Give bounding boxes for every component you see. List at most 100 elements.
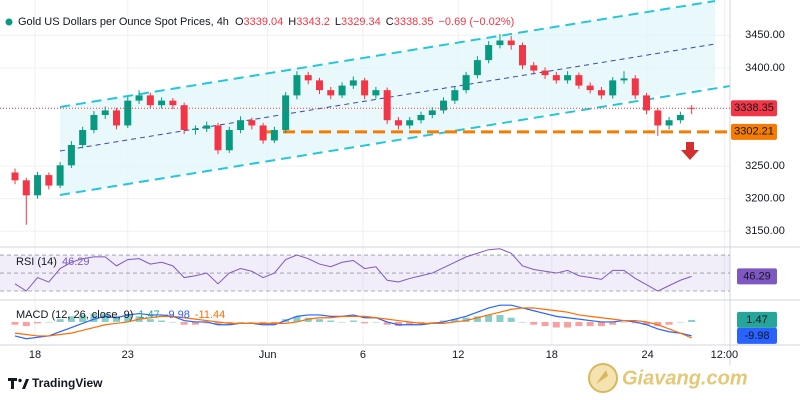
candle-body — [225, 130, 233, 151]
candle-body — [180, 105, 188, 131]
macd-histogram-bar — [270, 321, 278, 324]
ohlc-value: 3343.2 — [296, 16, 330, 28]
macd-line — [14, 304, 692, 340]
macd-histogram-bar — [394, 321, 402, 327]
macd-histogram-bar — [225, 321, 233, 324]
candle-body — [237, 120, 245, 131]
rsi-line — [14, 248, 692, 292]
candle-body — [394, 120, 402, 126]
rsi-legend: RSI (14) 46.29 — [16, 256, 90, 268]
header: Gold US Dollars per Ounce Spot Prices, 4… — [18, 16, 514, 28]
macd-histogram-bar — [507, 317, 515, 322]
ohlc-value: 3339.04 — [244, 16, 284, 28]
macd-histogram-bar — [338, 321, 346, 323]
macd-histogram-bar — [586, 321, 594, 327]
macd-histogram-bar — [428, 321, 436, 323]
status-dot — [5, 18, 13, 26]
candle-body — [169, 100, 177, 106]
candle-body — [496, 40, 504, 46]
macd-histogram-bar — [315, 319, 323, 322]
channel-upper — [59, 0, 716, 108]
macd-histogram-bar — [676, 321, 684, 323]
candle-body — [440, 100, 448, 111]
signal-value: -11.44 — [195, 309, 225, 321]
macd-histogram-bar — [248, 321, 256, 323]
x-tick-label: 24 — [642, 349, 654, 361]
y-tick-label: 3400.00 — [745, 62, 785, 74]
macd-histogram-bar — [22, 321, 30, 327]
candle-body — [688, 107, 696, 109]
candle-body — [56, 165, 64, 186]
macd-histogram-bar — [654, 321, 662, 327]
candle-body — [259, 125, 267, 141]
macd-histogram-bar — [643, 321, 651, 325]
macd-histogram-bar — [541, 321, 549, 327]
candle-body — [552, 75, 560, 81]
macd-label: MACD (12, 26, close, 9) — [16, 309, 133, 321]
y-tick-label: 3450.00 — [745, 29, 785, 41]
x-tick-label: 18 — [546, 349, 558, 361]
macd-histogram-bar — [203, 321, 211, 324]
candle-body — [383, 90, 391, 121]
candle-body — [315, 80, 323, 91]
macd-histogram-bar — [597, 321, 605, 327]
candle-body — [124, 100, 132, 126]
rsi-value: 46.29 — [62, 256, 90, 268]
change: −0.69 (−0.02%) — [438, 16, 514, 28]
macd-histogram-bar — [440, 320, 448, 322]
candle-body — [79, 130, 87, 146]
macd-histogram-bar — [609, 321, 617, 325]
candle-body — [451, 90, 459, 101]
macd-histogram-bar — [112, 316, 120, 322]
candle-body — [654, 110, 662, 126]
macd-value-label: -9.98 — [744, 330, 769, 342]
candle-body — [203, 125, 211, 129]
macd-histogram-bar — [473, 316, 481, 322]
macd-histogram-bar — [56, 319, 64, 322]
candle-body — [270, 130, 278, 141]
y-tick-label: 3200.00 — [745, 193, 785, 205]
macd-histogram-bar — [327, 320, 335, 322]
candle-body — [609, 80, 617, 96]
candle-body — [135, 95, 143, 101]
candle-body — [349, 80, 357, 86]
macd-histogram-bar — [101, 313, 109, 322]
macd-histogram-bar — [575, 321, 583, 327]
macd-hist-value: 1.47 — [138, 309, 159, 321]
macd-histogram-bar — [665, 321, 673, 325]
candle-body — [631, 78, 639, 96]
tradingview-logo — [8, 378, 29, 389]
ohlc-prefix: O — [235, 16, 244, 28]
x-tick-label: Jun — [259, 349, 277, 361]
macd-histogram-bar — [90, 313, 98, 322]
candle-body — [11, 172, 19, 181]
candle-body — [146, 95, 154, 106]
candle-body — [417, 114, 425, 121]
macd-histogram-bar — [361, 321, 369, 324]
candle-body — [620, 78, 628, 81]
macd-histogram-bar — [688, 319, 696, 322]
candle-body — [665, 120, 673, 126]
candle-body — [361, 80, 369, 96]
macd-histogram-bar — [462, 317, 470, 322]
macd-histogram-bar — [552, 321, 560, 328]
brand: TradingView — [32, 376, 103, 390]
rsi-value-label: 46.29 — [743, 270, 771, 282]
y-tick-label: 3250.00 — [745, 160, 785, 172]
candle-body — [191, 128, 199, 131]
rsi-value-box — [737, 268, 777, 285]
ohlc-prefix: H — [288, 16, 296, 28]
x-tick-label: 12:00 — [711, 349, 739, 361]
macd-histogram-bar — [485, 314, 493, 322]
candle-body — [586, 85, 594, 91]
candle-body — [406, 120, 414, 126]
candle-body — [67, 145, 75, 166]
macd-legend: MACD (12, 26, close, 9) 1.47 -9.98 -11.44 — [16, 309, 225, 321]
macd-histogram-bar — [417, 321, 425, 324]
channel-lower — [59, 85, 731, 196]
macd-histogram-bar — [169, 321, 177, 323]
candle-body — [597, 90, 605, 96]
macd-value: -9.98 — [165, 309, 190, 321]
candle-body — [428, 110, 436, 115]
